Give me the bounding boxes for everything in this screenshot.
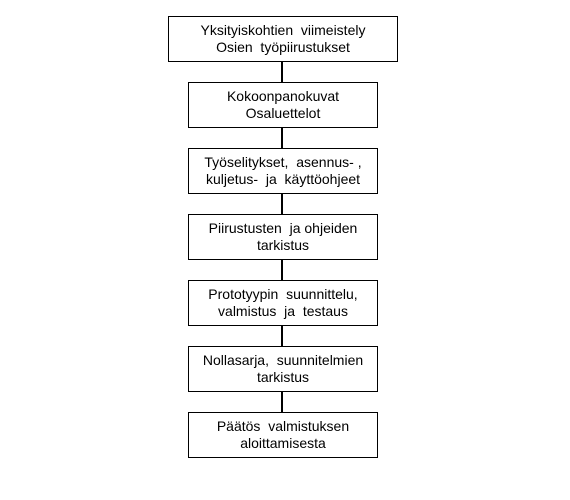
flow-node: Yksityiskohtien viimeistelyOsien työpiir… [168, 16, 398, 62]
flow-node-line: aloittamisesta [240, 435, 326, 453]
flow-node-line: Osaluettelot [246, 105, 321, 123]
flow-node: Piirustusten ja ohjeidentarkistus [188, 214, 378, 260]
flow-edge [281, 260, 283, 280]
flow-node: Työselitykset, asennus- ,kuljetus- ja kä… [188, 148, 378, 194]
flow-edge [281, 194, 283, 214]
flow-node-line: tarkistus [257, 237, 309, 255]
flow-node-line: Nollasarja, suunnitelmien [203, 352, 363, 370]
flow-node-line: Kokoonpanokuvat [227, 88, 339, 106]
flow-node-line: tarkistus [257, 369, 309, 387]
flow-node: KokoonpanokuvatOsaluettelot [188, 82, 378, 128]
flow-node-line: Päätös valmistuksen [217, 418, 349, 436]
flow-node-line: Prototyypin suunnittelu, [208, 286, 357, 304]
flow-node-line: Työselitykset, asennus- , [204, 154, 361, 172]
flow-edge [281, 62, 283, 82]
flow-node: Nollasarja, suunnitelmientarkistus [188, 346, 378, 392]
flow-node: Päätös valmistuksenaloittamisesta [188, 412, 378, 458]
flow-node-line: Osien työpiirustukset [216, 39, 350, 57]
flow-edge [281, 326, 283, 346]
flow-node-line: Yksityiskohtien viimeistely [201, 22, 366, 40]
flowchart-canvas: Yksityiskohtien viimeistelyOsien työpiir… [0, 0, 570, 500]
flow-node-line: kuljetus- ja käyttöohjeet [206, 171, 360, 189]
flow-node-line: valmistus ja testaus [218, 303, 348, 321]
flow-edge [281, 128, 283, 148]
flow-node-line: Piirustusten ja ohjeiden [209, 220, 358, 238]
flow-edge [281, 392, 283, 412]
flow-node: Prototyypin suunnittelu,valmistus ja tes… [188, 280, 378, 326]
